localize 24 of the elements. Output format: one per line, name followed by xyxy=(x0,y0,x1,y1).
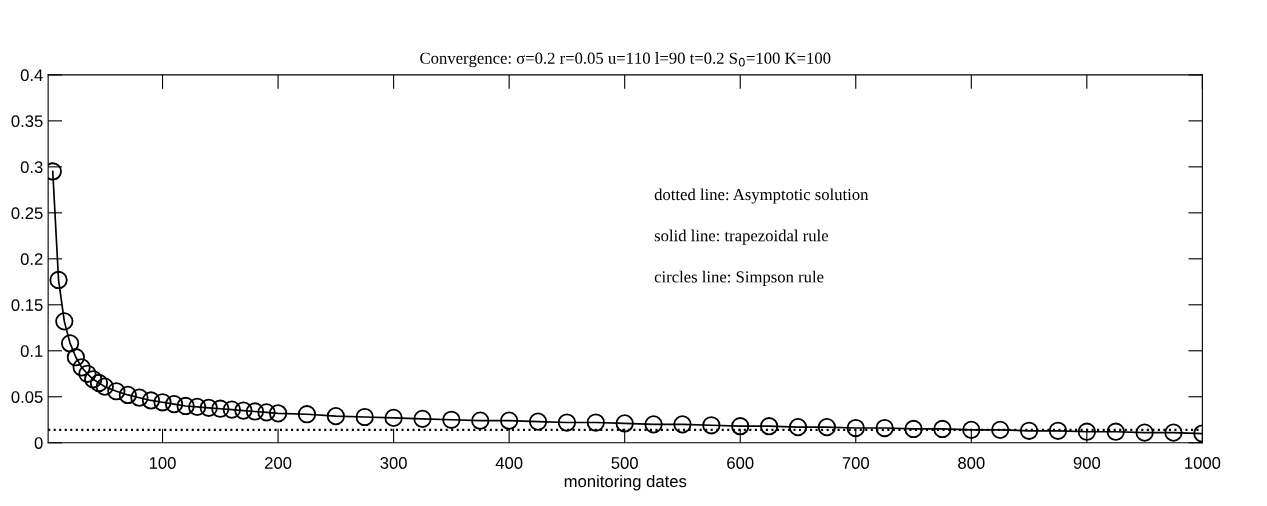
x-tick-label: 400 xyxy=(495,457,523,469)
y-tick-label: 0.2 xyxy=(20,253,43,266)
y-tick-label: 0.1 xyxy=(20,345,43,357)
annotation: solid line: trapezoidal rule xyxy=(654,229,829,245)
x-tick-label: 100 xyxy=(149,457,176,469)
y-tick-label: 0 xyxy=(34,437,43,449)
y-tick-label: 0.05 xyxy=(11,391,43,403)
y-tick-label: 0.15 xyxy=(11,299,43,311)
x-axis-title: monitoring dates xyxy=(564,474,687,491)
annotation: dotted line: Asymptotic solution xyxy=(654,188,869,204)
y-tick-label: 0.3 xyxy=(20,161,43,174)
x-tick-label: 800 xyxy=(958,457,985,469)
x-tick-label: 300 xyxy=(380,457,407,469)
y-tick-label: 0.35 xyxy=(11,115,43,128)
x-tick-label: 700 xyxy=(842,457,870,469)
x-tick-label: 1000 xyxy=(1185,457,1221,469)
y-tick-label: 0.25 xyxy=(11,207,43,220)
x-tick-label: 200 xyxy=(265,457,292,469)
y-tick-label: 0.4 xyxy=(20,69,43,82)
annotation: circles line: Simpson rule xyxy=(654,270,824,286)
chart-title: Convergence: σ=0.2 r=0.05 u=110 l=90 t=0.2 S$_{0}$=100 K=100 xyxy=(420,52,831,68)
x-tick-label: 600 xyxy=(727,457,754,469)
x-tick-label: 900 xyxy=(1073,457,1101,469)
x-tick-label: 500 xyxy=(611,457,638,469)
